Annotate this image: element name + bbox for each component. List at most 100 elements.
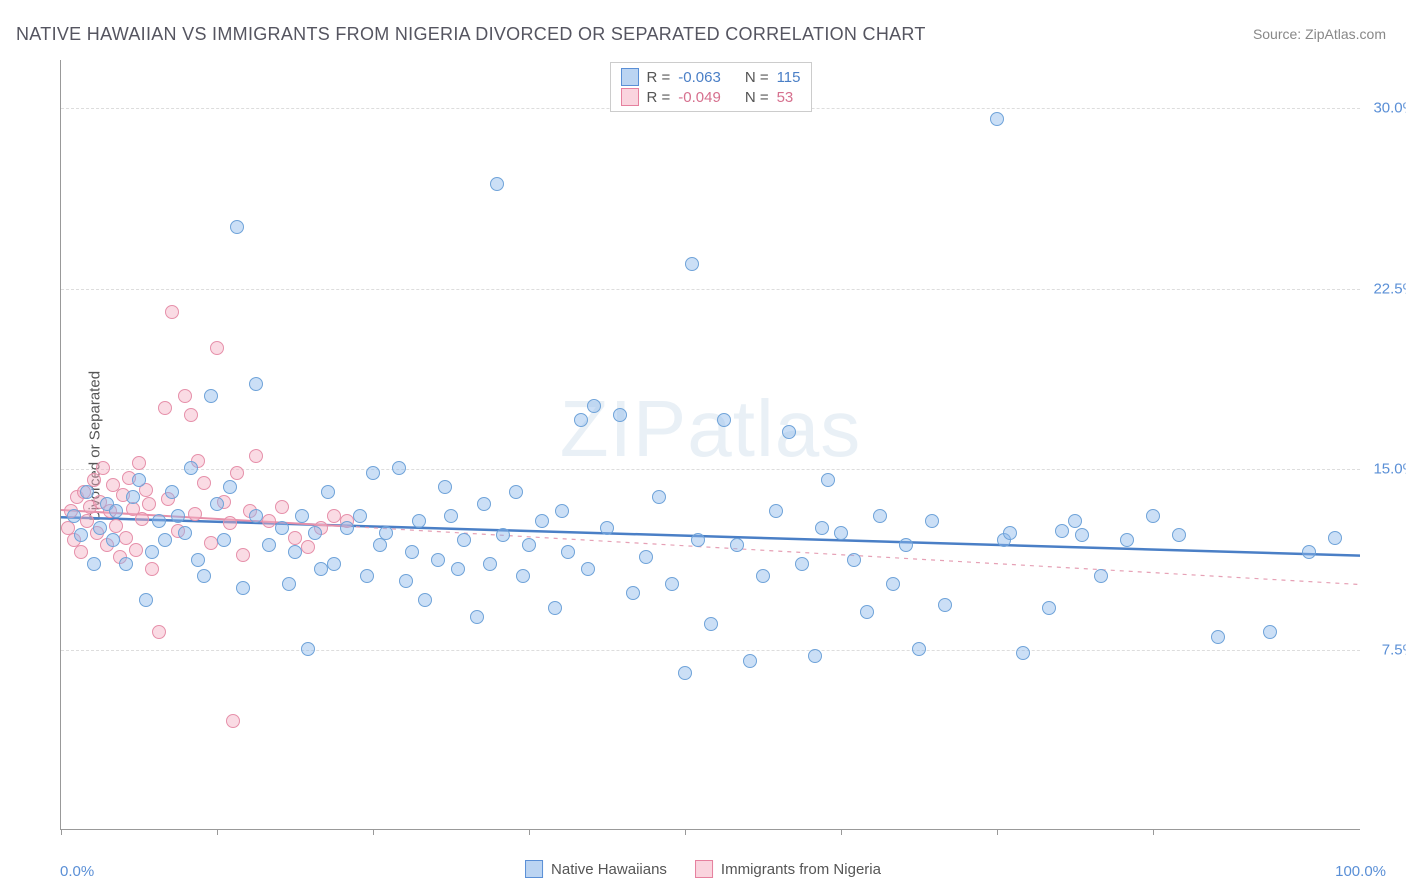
swatch-pink-icon [621,88,639,106]
data-point [262,538,276,552]
data-point [145,545,159,559]
data-point [184,461,198,475]
data-point [815,521,829,535]
data-point [587,399,601,413]
data-point [665,577,679,591]
x-tick [841,829,842,835]
data-point [912,642,926,656]
data-point [321,485,335,499]
swatch-blue-icon [621,68,639,86]
data-point [1075,528,1089,542]
data-point [1263,625,1277,639]
data-point [1094,569,1108,583]
r-value-2: -0.049 [678,89,721,106]
x-tick [997,829,998,835]
data-point [106,533,120,547]
data-point [184,408,198,422]
swatch-pink-icon [695,860,713,878]
data-point [301,540,315,554]
data-point [236,548,250,562]
data-point [236,581,250,595]
series-legend: Native Hawaiians Immigrants from Nigeria [525,860,881,878]
data-point [288,531,302,545]
data-point [366,466,380,480]
chart-title: NATIVE HAWAIIAN VS IMMIGRANTS FROM NIGER… [16,24,926,45]
legend-row-2: R = -0.049 N = 53 [621,87,801,107]
y-tick-label: 7.5% [1382,641,1406,658]
swatch-blue-icon [525,860,543,878]
data-point [399,574,413,588]
data-point [834,526,848,540]
data-point [555,504,569,518]
data-point [581,562,595,576]
data-point [142,497,156,511]
data-point [1120,533,1134,547]
data-point [418,593,432,607]
data-point [188,507,202,521]
data-point [730,538,744,552]
data-point [230,466,244,480]
data-point [769,504,783,518]
data-point [990,112,1004,126]
data-point [249,509,263,523]
data-point [574,413,588,427]
data-point [873,509,887,523]
data-point [80,485,94,499]
data-point [1211,630,1225,644]
data-point [96,461,110,475]
data-point [327,509,341,523]
data-point [210,341,224,355]
watermark: ZIPatlas [560,383,861,475]
data-point [158,533,172,547]
correlation-chart: NATIVE HAWAIIAN VS IMMIGRANTS FROM NIGER… [0,0,1406,892]
y-tick-label: 22.5% [1373,280,1406,297]
data-point [204,389,218,403]
data-point [275,521,289,535]
data-point [129,543,143,557]
data-point [230,220,244,234]
data-point [483,557,497,571]
y-tick-label: 30.0% [1373,100,1406,117]
data-point [717,413,731,427]
n-label-1: N = [745,69,769,86]
data-point [262,514,276,528]
data-point [477,497,491,511]
series2-name: Immigrants from Nigeria [721,861,881,878]
data-point [165,305,179,319]
data-point [197,569,211,583]
data-point [135,512,149,526]
data-point [600,521,614,535]
legend-item-1: Native Hawaiians [525,860,667,878]
data-point [340,521,354,535]
data-point [67,509,81,523]
data-point [561,545,575,559]
n-value-1: 115 [777,69,801,86]
x-axis-max-label: 100.0% [1335,863,1386,880]
data-point [158,401,172,415]
data-point [204,536,218,550]
data-point [74,545,88,559]
data-point [613,408,627,422]
data-point [821,473,835,487]
data-point [1068,514,1082,528]
data-point [691,533,705,547]
data-point [288,545,302,559]
data-point [678,666,692,680]
data-point [165,485,179,499]
x-tick [217,829,218,835]
regression-overlay [61,60,1360,829]
correlation-legend: R = -0.063 N = 115 R = -0.049 N = 53 [610,62,812,112]
data-point [808,649,822,663]
data-point [1146,509,1160,523]
data-point [191,553,205,567]
x-tick [61,829,62,835]
data-point [756,569,770,583]
data-point [373,538,387,552]
data-point [490,177,504,191]
data-point [152,514,166,528]
data-point [516,569,530,583]
data-point [535,514,549,528]
data-point [496,528,510,542]
data-point [938,598,952,612]
data-point [171,509,185,523]
